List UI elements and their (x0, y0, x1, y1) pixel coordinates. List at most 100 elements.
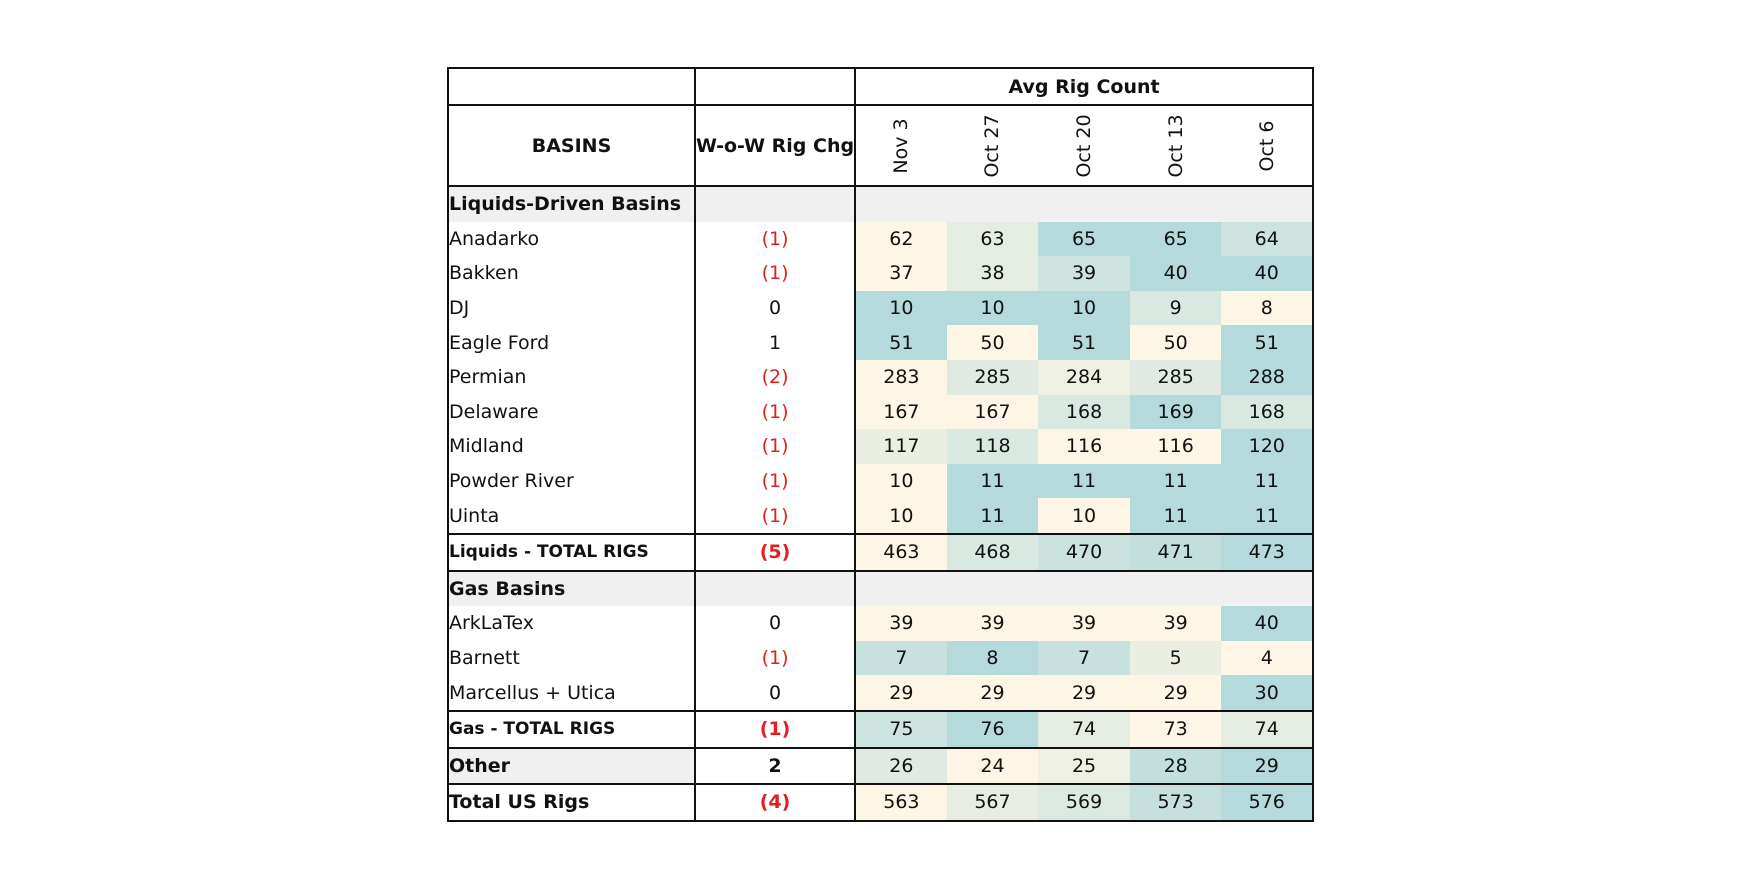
rig-count-cell: 473 (1221, 532, 1315, 572)
rig-count-cell: 51 (1221, 325, 1315, 360)
rig-count-cell: 567 (946, 783, 1039, 822)
rig-count-cell: 29 (1221, 746, 1315, 786)
rig-count-table: Avg Rig Count BASINS W-o-W Rig Chg Nov 3… (447, 67, 1315, 822)
basin-name: ArkLaTex (447, 606, 696, 641)
header-date-label: Nov 3 (890, 117, 913, 174)
rig-count-cell: 38 (946, 256, 1039, 291)
rig-count-cell: 39 (1129, 606, 1222, 641)
header-date-label: Oct 27 (981, 113, 1004, 178)
rig-count-cell: 40 (1221, 256, 1315, 291)
header-blank-name (447, 67, 696, 106)
section-row-liquids-driven-basins: Liquids-Driven Basins (447, 186, 1315, 222)
rig-count-cell: 10 (1038, 498, 1130, 534)
header-date-1: Oct 27 (946, 104, 1039, 187)
rig-count-cell: 284 (1038, 359, 1130, 395)
rig-count-cell: 62 (854, 221, 947, 257)
wow-change: (1) (695, 640, 857, 676)
table-row-arklatex: ArkLaTex 0 39 39 39 39 40 (447, 606, 1315, 641)
rig-count-cell: 168 (1038, 394, 1130, 430)
table-row-anadarko: Anadarko (1) 62 63 65 65 64 (447, 221, 1315, 257)
wow-change: (1) (695, 221, 857, 257)
rig-count-cell: 120 (1221, 429, 1315, 464)
table-row-powder-river: Powder River (1) 10 11 11 11 11 (447, 463, 1315, 499)
wow-change: (4) (695, 783, 857, 822)
wow-change: 0 (695, 675, 857, 711)
wow-change: (1) (695, 463, 857, 499)
header-date-label: Oct 13 (1164, 113, 1187, 178)
rig-count-cell: 5 (1129, 640, 1222, 676)
rig-count-cell: 30 (1221, 675, 1315, 711)
rig-count-cell: 11 (946, 463, 1039, 499)
rig-count-cell: 11 (1221, 498, 1315, 534)
wow-change: (1) (695, 429, 857, 464)
rig-count-cell: 29 (854, 675, 947, 711)
rig-count-cell: 285 (946, 359, 1039, 395)
rig-count-cell: 169 (1129, 394, 1222, 430)
basin-name: Midland (447, 429, 696, 464)
section-row-gas-basins: Gas Basins (447, 570, 1315, 607)
rig-count-cell: 116 (1129, 429, 1222, 464)
rig-count-cell: 11 (1129, 463, 1222, 499)
rig-count-cell: 73 (1129, 709, 1222, 749)
rig-count-cell: 11 (1129, 498, 1222, 534)
basin-name: Gas - TOTAL RIGS (447, 709, 696, 749)
rig-count-cell: 24 (946, 746, 1039, 786)
rig-count-cell: 64 (1221, 221, 1315, 257)
wow-change: (5) (695, 532, 857, 572)
rig-count-cell: 471 (1129, 532, 1222, 572)
table-row-bakken: Bakken (1) 37 38 39 40 40 (447, 256, 1315, 291)
rig-count-cell: 10 (1038, 290, 1130, 326)
section-fill (854, 570, 1315, 607)
header-avg-rig-count: Avg Rig Count (854, 67, 1315, 106)
wow-change: (2) (695, 359, 857, 395)
section-label: Liquids-Driven Basins (447, 186, 696, 222)
rig-count-cell: 40 (1129, 256, 1222, 291)
other-row-other: Other 2 26 24 25 28 29 (447, 746, 1315, 786)
header-date-3: Oct 13 (1129, 104, 1222, 187)
rig-count-cell: 576 (1221, 783, 1315, 822)
wow-change: (1) (695, 394, 857, 430)
rig-count-cell: 40 (1221, 606, 1315, 641)
table-row-eagle-ford: Eagle Ford 1 51 50 51 50 51 (447, 325, 1315, 360)
table-row-uinta: Uinta (1) 10 11 10 11 11 (447, 498, 1315, 534)
table-row-permian: Permian (2) 283 285 284 285 288 (447, 359, 1315, 395)
rig-count-cell: 39 (854, 606, 947, 641)
wow-change: 1 (695, 325, 857, 360)
basin-name: Permian (447, 359, 696, 395)
rig-count-cell: 10 (854, 463, 947, 499)
rig-count-cell: 39 (1038, 256, 1130, 291)
rig-count-cell: 118 (946, 429, 1039, 464)
rig-count-cell: 39 (1038, 606, 1130, 641)
rig-count-cell: 167 (946, 394, 1039, 430)
basin-name: Total US Rigs (447, 783, 696, 822)
wow-change: (1) (695, 498, 857, 534)
header-date-label: Oct 6 (1255, 120, 1278, 171)
section-wow-blank (695, 570, 857, 607)
header-basins: BASINS (447, 104, 696, 187)
basin-name: Bakken (447, 256, 696, 291)
rig-count-cell: 74 (1038, 709, 1130, 749)
basin-name: Uinta (447, 498, 696, 534)
table-body: Avg Rig Count BASINS W-o-W Rig Chg Nov 3… (447, 67, 1315, 822)
rig-count-cell: 28 (1129, 746, 1222, 786)
rig-count-cell: 50 (1129, 325, 1222, 360)
basin-name: Powder River (447, 463, 696, 499)
section-label: Gas Basins (447, 570, 696, 607)
rig-count-cell: 10 (854, 498, 947, 534)
wow-change: 0 (695, 290, 857, 326)
rig-count-cell: 63 (946, 221, 1039, 257)
rig-count-cell: 10 (854, 290, 947, 326)
rig-count-cell: 116 (1038, 429, 1130, 464)
table-row-dj: DJ 0 10 10 10 9 8 (447, 290, 1315, 326)
rig-count-cell: 76 (946, 709, 1039, 749)
basin-name: Eagle Ford (447, 325, 696, 360)
rig-count-cell: 74 (1221, 709, 1315, 749)
basin-name: DJ (447, 290, 696, 326)
rig-count-cell: 573 (1129, 783, 1222, 822)
total-row-gas-total-rigs: Gas - TOTAL RIGS (1) 75 76 74 73 74 (447, 709, 1315, 749)
basin-name: Marcellus + Utica (447, 675, 696, 711)
header-blank-wow (693, 67, 857, 106)
basin-name: Delaware (447, 394, 696, 430)
rig-count-cell: 29 (946, 675, 1039, 711)
rig-count-cell: 470 (1038, 532, 1130, 572)
